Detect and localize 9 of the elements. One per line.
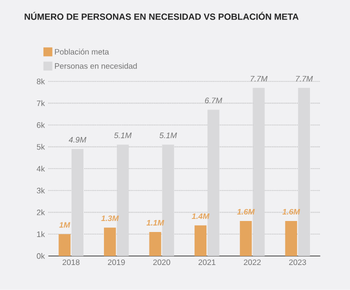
chart-title: NÚMERO DE PERSONAS EN NECESIDAD VS POBLACIÓN META	[24, 12, 299, 20]
bar	[194, 226, 206, 256]
bar	[285, 221, 298, 256]
bar	[72, 149, 84, 256]
bar	[298, 88, 310, 256]
bar	[104, 228, 116, 256]
bar	[240, 221, 252, 256]
bar	[58, 234, 71, 256]
bar	[149, 232, 162, 256]
